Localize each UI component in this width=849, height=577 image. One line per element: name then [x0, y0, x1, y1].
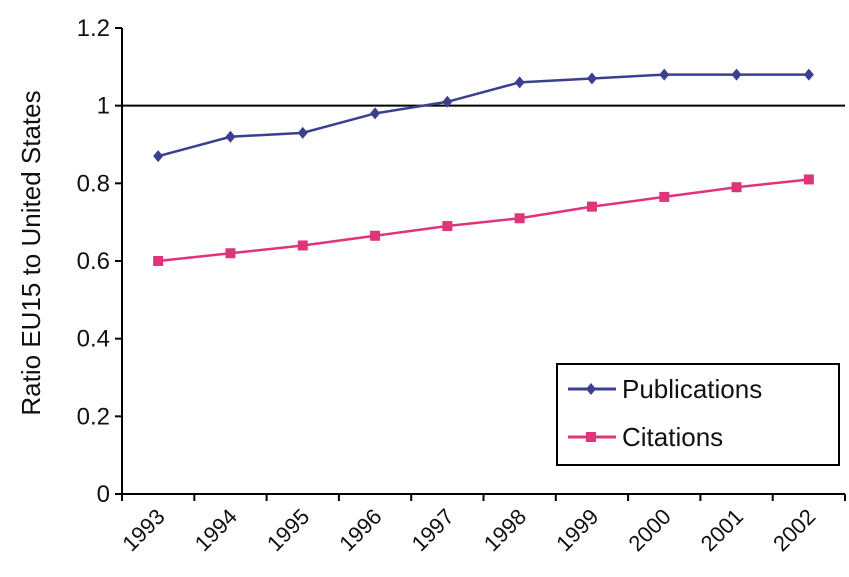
y-axis-title: Ratio EU15 to United States — [16, 90, 46, 415]
x-tick-label: 1993 — [117, 504, 169, 556]
y-tick-label: 0.4 — [77, 326, 110, 353]
data-point-publications — [297, 126, 308, 139]
y-tick-label: 1.2 — [77, 15, 110, 42]
data-point-citations — [803, 174, 814, 185]
data-point-citations — [153, 256, 164, 266]
x-tick-label: 1995 — [262, 504, 314, 556]
x-tick-label: 1996 — [334, 504, 386, 556]
y-tick-label: 1 — [97, 93, 110, 120]
data-point-citations — [370, 230, 381, 241]
data-point-publications — [586, 72, 597, 85]
legend-marker-citations — [586, 432, 596, 442]
data-point-citations — [731, 182, 742, 193]
x-tick-label: 1999 — [551, 504, 603, 556]
legend: Publications Citations — [556, 363, 840, 466]
legend-box — [556, 363, 840, 466]
y-tick-label: 0.2 — [77, 403, 110, 430]
data-point-publications — [225, 130, 236, 143]
data-point-citations — [442, 221, 453, 232]
data-point-publications — [659, 68, 670, 81]
legend-marker-publications — [586, 383, 596, 395]
data-point-citations — [514, 213, 525, 224]
y-tick-label: 0.6 — [77, 248, 110, 275]
y-tick-label: 0 — [97, 481, 110, 508]
y-tick-label: 0.8 — [77, 170, 110, 197]
data-point-citations — [225, 248, 236, 259]
data-point-citations — [297, 240, 308, 251]
data-point-citations — [659, 191, 670, 202]
x-tick-label: 1997 — [407, 504, 459, 556]
x-tick-label: 2001 — [696, 504, 748, 556]
data-point-publications — [442, 95, 453, 108]
data-point-publications — [153, 150, 164, 163]
data-point-publications — [731, 68, 742, 81]
series-line-citations — [158, 178, 809, 263]
series-line-publications — [157, 73, 809, 158]
x-tick-label: 2002 — [768, 504, 820, 556]
data-point-publications — [370, 107, 381, 120]
x-tick-label: 1994 — [190, 504, 242, 556]
x-tick-label: 1998 — [479, 504, 531, 556]
x-tick-label: 2000 — [623, 504, 675, 556]
data-point-publications — [514, 76, 525, 89]
data-point-publications — [803, 68, 814, 81]
legend-label-publications: Publications — [622, 374, 762, 404]
legend-label-citations: Citations — [622, 422, 723, 452]
data-point-citations — [586, 201, 597, 212]
